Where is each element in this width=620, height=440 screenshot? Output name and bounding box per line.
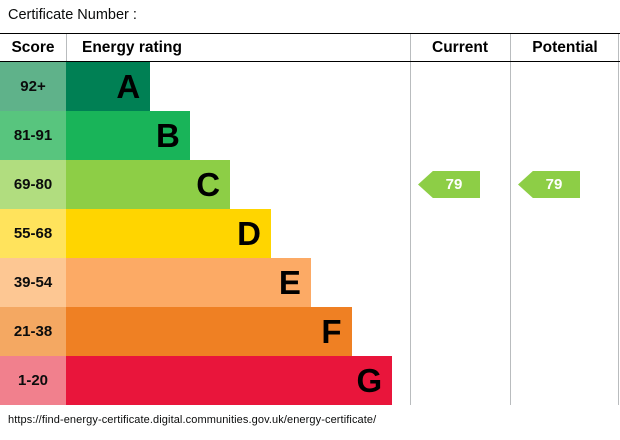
potential-cell xyxy=(510,209,620,258)
band-letter: E xyxy=(278,264,301,301)
band-row-f: 21-38 F xyxy=(0,307,620,356)
current-column-header: Current xyxy=(432,38,488,56)
band-bar-cell: C xyxy=(66,160,410,209)
band-bar-cell: A xyxy=(66,62,410,111)
band-row-d: 55-68 D xyxy=(0,209,620,258)
band-score-range: 81-91 xyxy=(0,111,66,160)
current-cell xyxy=(410,307,510,356)
band-bar-g: G xyxy=(66,356,393,405)
band-score-range: 55-68 xyxy=(0,209,66,258)
potential-cell xyxy=(510,258,620,307)
band-letter: C xyxy=(196,166,221,203)
current-rating-arrow: 79 xyxy=(418,171,480,198)
band-letter: A xyxy=(116,68,141,105)
band-bar-a: A xyxy=(66,62,151,111)
current-rating-value: 79 xyxy=(445,176,463,193)
column-divider xyxy=(510,34,511,405)
score-column-header: Score xyxy=(11,38,55,56)
band-row-e: 39-54 E xyxy=(0,258,620,307)
band-letter: F xyxy=(321,313,342,350)
column-divider xyxy=(618,34,619,405)
potential-cell xyxy=(510,62,620,111)
band-bar-cell: B xyxy=(66,111,410,160)
current-cell xyxy=(410,258,510,307)
band-bar-d: D xyxy=(66,209,272,258)
band-bar-cell: F xyxy=(66,307,410,356)
certificate-source-url: https://find-energy-certificate.digital.… xyxy=(8,414,377,426)
energy-rating-column-header: Energy rating xyxy=(82,38,182,56)
band-letter: D xyxy=(237,215,262,252)
column-divider xyxy=(410,34,411,405)
band-letter: G xyxy=(356,362,383,399)
band-letter: B xyxy=(155,117,180,154)
current-cell: 79 xyxy=(410,160,510,209)
band-bar-cell: G xyxy=(66,356,410,405)
potential-column-header: Potential xyxy=(532,38,598,56)
current-cell xyxy=(410,62,510,111)
band-row-c: 69-80 C 79 79 xyxy=(0,160,620,209)
band-row-g: 1-20 G xyxy=(0,356,620,405)
chart-header-row: Score Energy rating Current Potential xyxy=(0,34,620,62)
potential-cell: 79 xyxy=(510,160,620,209)
band-bar-cell: E xyxy=(66,258,410,307)
band-bar-cell: D xyxy=(66,209,410,258)
band-bar-c: C xyxy=(66,160,231,209)
current-cell xyxy=(410,209,510,258)
band-bar-b: B xyxy=(66,111,190,160)
band-bar-e: E xyxy=(66,258,311,307)
current-cell xyxy=(410,111,510,160)
potential-rating-value: 79 xyxy=(545,176,563,193)
band-score-range: 39-54 xyxy=(0,258,66,307)
band-row-b: 81-91 B xyxy=(0,111,620,160)
certificate-number-label: Certificate Number : xyxy=(8,7,137,23)
potential-rating-arrow: 79 xyxy=(518,171,580,198)
energy-rating-chart: Score Energy rating Current Potential 92… xyxy=(0,33,620,405)
band-score-range: 1-20 xyxy=(0,356,66,405)
current-cell xyxy=(410,356,510,405)
band-bar-f: F xyxy=(66,307,352,356)
band-score-range: 21-38 xyxy=(0,307,66,356)
potential-cell xyxy=(510,307,620,356)
band-row-a: 92+ A xyxy=(0,62,620,111)
potential-cell xyxy=(510,356,620,405)
potential-cell xyxy=(510,111,620,160)
band-score-range: 69-80 xyxy=(0,160,66,209)
band-score-range: 92+ xyxy=(0,62,66,111)
